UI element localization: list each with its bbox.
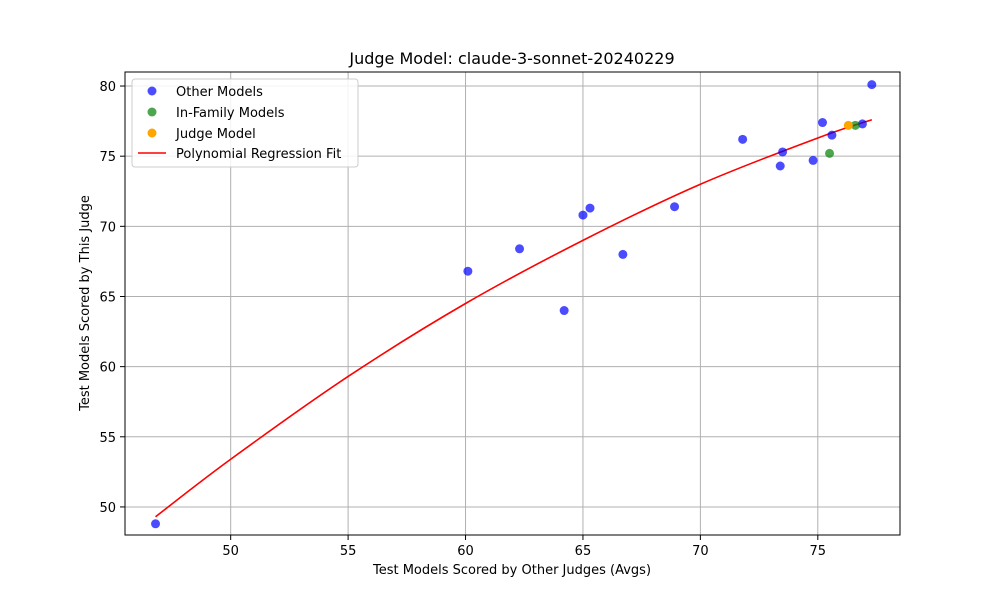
x-tick-label: 75 [810, 544, 827, 559]
point-other-models [808, 155, 818, 165]
axis-ticks: 50 55 60 65 70 75 50 55 60 65 70 75 80 [99, 80, 826, 559]
x-tick-label: 60 [457, 544, 474, 559]
x-tick-label: 65 [575, 544, 592, 559]
legend: Other Models In-Family Models Judge Mode… [131, 78, 359, 168]
point-judge-model [843, 120, 853, 130]
point-other-models [857, 119, 867, 129]
y-axis-label: Test Models Scored by This Judge [78, 195, 93, 412]
point-other-models [738, 134, 748, 144]
point-other-models [778, 147, 788, 157]
point-other-models [818, 118, 827, 128]
legend-box [131, 78, 359, 168]
point-in-family-models [850, 120, 860, 130]
y-tick-label: 50 [99, 501, 116, 516]
point-other-models [151, 519, 161, 529]
legend-marker-in-family-models [147, 107, 157, 117]
data-points [151, 80, 877, 529]
x-axis-label: Test Models Scored by Other Judges (Avgs… [372, 563, 651, 578]
point-other-models [463, 266, 473, 276]
point-in-family-models [825, 148, 835, 158]
legend-marker-judge-model [147, 128, 157, 138]
y-tick-label: 55 [99, 431, 116, 446]
point-other-models [827, 130, 837, 140]
point-other-models [559, 306, 569, 316]
point-other-models [618, 249, 628, 259]
point-other-models [867, 80, 877, 90]
point-other-models [578, 210, 588, 220]
chart-title: Judge Model: claude-3-sonnet-20240229 [348, 49, 674, 68]
point-other-models [515, 244, 525, 254]
x-tick-label: 70 [692, 544, 709, 559]
y-tick-label: 70 [99, 220, 116, 235]
legend-label-judge-model: Judge Model [175, 127, 256, 142]
legend-marker-other-models [147, 86, 157, 96]
y-tick-label: 65 [99, 290, 116, 305]
point-other-models [775, 161, 785, 171]
legend-label-other-models: Other Models [176, 85, 263, 100]
y-tick-label: 60 [99, 361, 116, 376]
regression-fit [155, 118, 873, 518]
y-tick-label: 80 [99, 80, 116, 95]
point-other-models [670, 202, 680, 212]
x-tick-label: 50 [222, 544, 239, 559]
regression-fit-line [155, 118, 873, 518]
legend-label-fit: Polynomial Regression Fit [176, 147, 341, 162]
x-tick-label: 55 [340, 544, 357, 559]
plot-frame [124, 71, 901, 536]
legend-label-in-family-models: In-Family Models [176, 106, 285, 121]
point-other-models [585, 203, 595, 213]
y-tick-label: 75 [99, 150, 116, 165]
